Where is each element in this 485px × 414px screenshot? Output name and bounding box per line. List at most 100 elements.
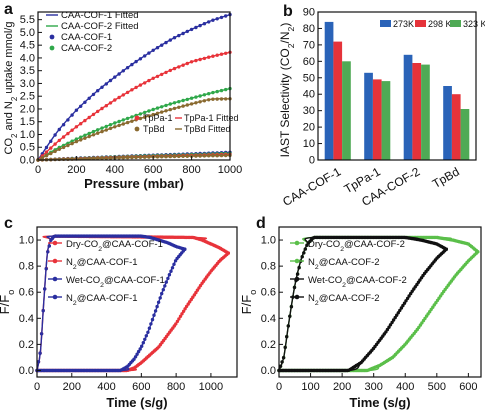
label-segment: Wet-CO: [66, 275, 100, 286]
panel-a-data-point: [79, 135, 83, 139]
panel-c-legend-marker: [52, 294, 58, 300]
panel-b-bar: [364, 72, 373, 160]
panel-a-data-point: [160, 105, 164, 109]
panel-a-data-point: [70, 141, 74, 146]
panel-d-data-point: [444, 247, 448, 251]
panel-a-data-point: [198, 94, 202, 98]
panel-a-ytick-label: 3.5: [20, 65, 35, 77]
panel-c-data-point: [150, 317, 155, 322]
panel-a-data-point: [177, 154, 181, 159]
panel-a-ytick-label: 3.0: [20, 78, 35, 90]
panel-a-ytick-label: 0.5: [20, 142, 35, 154]
panel-d-xtick-label: 200: [333, 381, 351, 393]
label-segment: F/F: [0, 295, 12, 315]
legend-label: CAA-COF-2: [61, 43, 112, 54]
panel-d-series-line: [278, 251, 479, 372]
panel-a-data-point: [121, 118, 126, 122]
panel-b-frame: [317, 11, 477, 161]
panel-b-bar: [372, 79, 382, 160]
panel-a-data-point: [70, 139, 74, 143]
panel-a-data-point: [96, 131, 100, 135]
panel-a-data-point: [108, 78, 113, 83]
panel-d-data-point: [404, 299, 408, 303]
panel-a-data-point: [185, 103, 189, 107]
panel-c-ytick-label: 0.6: [19, 287, 34, 299]
panel-a-data-point: [104, 156, 109, 160]
panel-a-data-point: [74, 137, 79, 141]
panel-c-data-point: [153, 309, 158, 313]
panel-c-xtick-label: 0: [34, 381, 40, 393]
panel-c-data-point: [149, 322, 153, 326]
panel-c-ytick-label: 0.4: [19, 313, 34, 325]
label-segment: Dry-CO: [66, 239, 98, 250]
panel-a-data-point: [96, 109, 100, 114]
panel-b-bar: [333, 41, 343, 160]
panel-a-data-point: [91, 92, 96, 97]
panel-a-data-point: [194, 25, 198, 30]
panel-c-ytick-label: 1.0: [19, 235, 34, 247]
panel-a-xtick-label: 1000: [218, 164, 242, 176]
panel-a-data-point: [143, 110, 147, 115]
panel-c-data-point: [174, 322, 178, 326]
panel-c-legend-label: Dry-CO2@CAA-COF-1: [66, 239, 163, 253]
panel-a-data-point: [198, 154, 202, 158]
panel-a-data-point: [108, 156, 113, 160]
panel-a-ylabel: CO2 and N2 uptake mmol/g: [3, 22, 19, 155]
panel-a-data-point: [91, 129, 96, 134]
panel-b-ytick-label: 40: [303, 89, 315, 101]
panel-c-xtick-label: 800: [167, 381, 185, 393]
panel-c-legend-marker: [52, 276, 58, 282]
panel-a-data-point: [202, 22, 207, 26]
panel-c-xlabel: Time (s/g): [106, 395, 167, 410]
panel-a-data-point: [211, 54, 215, 58]
panel-d-xtick-label: 600: [459, 381, 477, 393]
panel-a-ytick-label: 4.0: [20, 52, 35, 64]
panel-d-ytick-label: 0.2: [261, 339, 276, 351]
panel-a-data-point: [100, 126, 104, 130]
panel-c-ytick-label: 0.8: [19, 261, 34, 273]
label-segment: /N: [278, 31, 292, 43]
panel-a-data-point: [147, 155, 151, 159]
subscript: 2: [73, 300, 77, 307]
panel-a-xtick-label: 800: [182, 164, 200, 176]
panel-a-data-point: [181, 154, 185, 158]
subscript: 2: [315, 300, 319, 307]
panel-a-data-point: [224, 97, 228, 101]
panel-c-data-point: [177, 317, 181, 321]
panel-a-data-point: [194, 95, 198, 99]
panel-a-data-point: [130, 115, 134, 119]
panel-a-data-point: [215, 53, 219, 57]
panel-a-data-point: [155, 111, 160, 116]
panel-d-data-point: [300, 255, 304, 259]
panel-a-data-point: [202, 154, 207, 158]
panel-c-data-point: [140, 344, 144, 348]
panel-a-data-point: [219, 15, 224, 20]
panel-d-data-point: [398, 308, 402, 313]
subscript: 2: [10, 134, 19, 138]
panel-a-data-point: [168, 107, 172, 112]
panel-d-data-point: [476, 250, 480, 254]
panel-a-data-point: [168, 154, 172, 159]
label-segment: @CAA-COF-1: [77, 257, 138, 268]
panel-a-data-point: [147, 114, 151, 118]
panel-c-data-point: [163, 284, 167, 288]
panel-b-bar: [412, 63, 422, 160]
panel-d-frame: [278, 226, 482, 378]
panel-a-data-point: [87, 115, 91, 120]
panel-b-legend-label: 298 K: [428, 19, 452, 29]
panel-a-data-point: [164, 70, 168, 75]
panel-d-data-point: [292, 285, 297, 290]
panel-a-data-point: [121, 69, 126, 73]
panel-a-data-point: [44, 150, 49, 154]
panel-c-legend-marker: [52, 258, 58, 264]
panel-a-data-point: [66, 131, 70, 136]
legend-label: TpPa-1 Fitted: [184, 113, 239, 123]
label-segment: F/F: [239, 295, 254, 315]
panel-a-data-point: [172, 101, 177, 105]
panel-c-series-line: [36, 252, 229, 372]
panel-a-data-point: [164, 109, 168, 113]
panel-a-data-point: [160, 155, 164, 159]
panel-a-data-point: [83, 136, 87, 140]
legend-dot-marker: [134, 115, 140, 121]
panel-a-data-point: [207, 98, 211, 102]
